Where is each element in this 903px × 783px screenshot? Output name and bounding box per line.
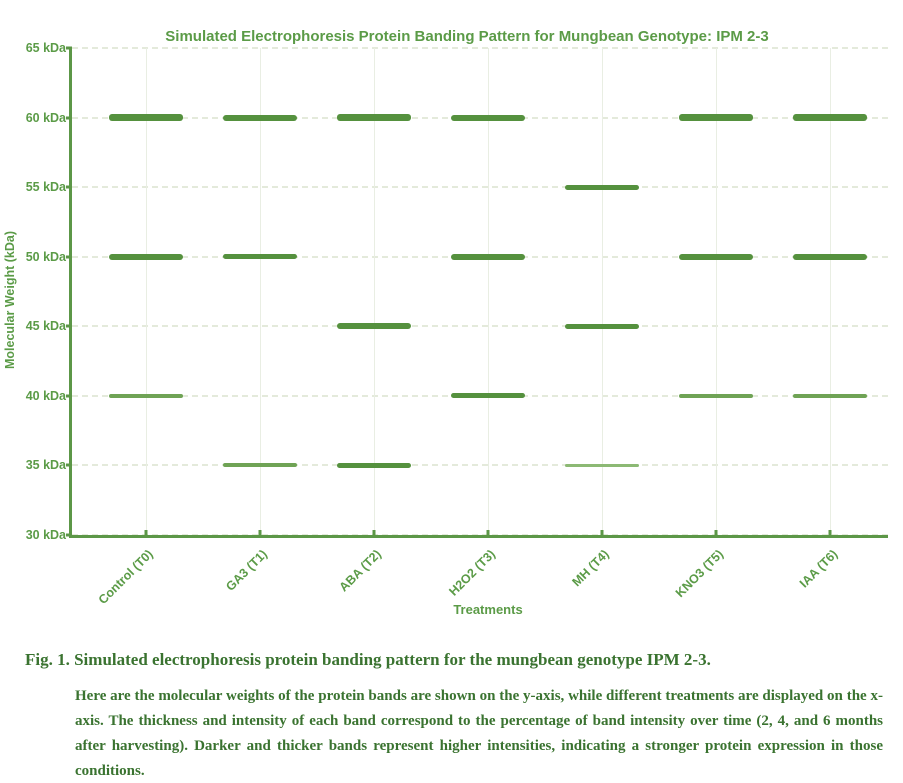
protein-band [565,323,639,329]
protein-band [679,114,753,122]
vertical-gridline [602,48,603,535]
y-tick-label: 55 kDa [25,180,66,195]
electrophoresis-chart: Simulated Electrophoresis Protein Bandin… [3,28,888,617]
x-tick-mark [486,530,490,536]
figure-caption-heading: Fig. 1. Simulated electrophoresis protei… [25,650,711,669]
x-tick-mark [144,530,148,536]
protein-band [109,114,183,122]
x-tick-mark [372,530,376,536]
horizontal-gridline [72,325,888,328]
x-tick-mark [714,530,718,536]
vertical-gridline [716,48,717,535]
x-tick-mark [828,530,832,536]
x-tick-mark [258,530,262,536]
protein-band [109,253,183,260]
protein-band [679,393,753,398]
protein-band [223,114,297,121]
protein-band [337,462,411,468]
protein-band [679,253,753,260]
horizontal-gridline [72,464,888,467]
x-axis-line [69,535,888,538]
y-tick-label: 35 kDa [25,458,66,473]
protein-band [793,253,867,260]
y-tick-label: 65 kDa [25,41,66,55]
y-axis-line [69,48,72,538]
y-tick-label: 60 kDa [25,110,66,125]
horizontal-gridline [72,186,888,189]
protein-band [451,114,525,121]
vertical-gridline [830,48,831,535]
x-tick-label-text: IAA (T6) [796,547,840,591]
y-tick-label: 45 kDa [25,319,66,334]
figure-caption-body: Here are the molecular weights of the pr… [75,688,883,779]
protein-band [337,114,411,122]
y-tick-label: 50 kDa [25,249,66,264]
x-tick-label: IAA (T6) [610,545,839,590]
protein-band [223,463,297,468]
vertical-gridline [488,48,489,535]
y-tick-label: 30 kDa [25,528,66,542]
protein-band [451,393,525,399]
vertical-gridline [146,48,147,535]
protein-band [337,323,411,330]
protein-band [109,393,183,398]
protein-band [223,254,297,260]
protein-band [793,114,867,122]
protein-band [793,393,867,398]
chart-title: Simulated Electrophoresis Protein Bandin… [165,28,769,45]
x-axis-title: Treatments [453,602,523,617]
protein-band [565,184,639,190]
y-tick-label: 40 kDa [25,388,66,403]
horizontal-gridline [72,47,888,49]
vertical-gridline [374,48,375,535]
protein-band [565,463,639,467]
x-tick-mark [600,530,604,536]
protein-band [451,253,525,260]
vertical-gridline [260,48,261,535]
